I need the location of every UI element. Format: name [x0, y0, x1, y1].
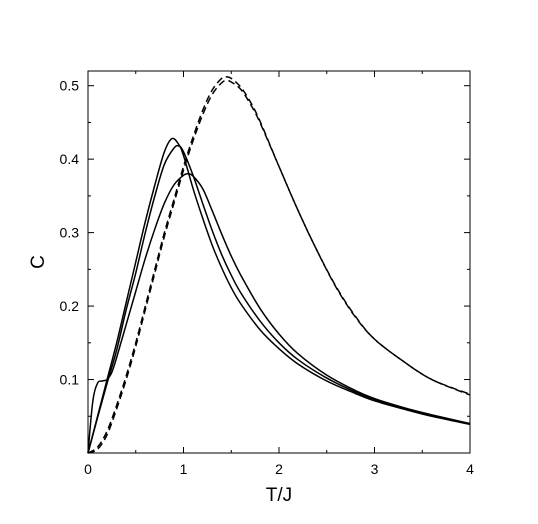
y-axis-title: C [28, 255, 49, 269]
series-line-3-solid [87, 173, 471, 454]
x-tick-label: 0 [84, 461, 92, 477]
axis-ticks [87, 71, 471, 453]
series-line-5-dashed [87, 76, 471, 454]
y-tick-labels: 0.1 0.2 0.3 0.4 0.5 [60, 78, 80, 388]
y-tick-label: 0.5 [60, 78, 80, 94]
series-line-2-solid [87, 144, 471, 454]
x-tick-label: 1 [180, 461, 188, 477]
x-tick-label: 2 [275, 461, 283, 477]
x-axis-title: T/J [266, 485, 292, 506]
x-tick-labels: 0 1 2 3 4 [84, 461, 474, 477]
series-line-4-dashed [87, 79, 471, 454]
y-tick-label: 0.4 [60, 151, 80, 167]
y-tick-label: 0.1 [60, 372, 80, 388]
series-lines [87, 76, 471, 454]
y-tick-label: 0.2 [60, 298, 80, 314]
plot-frame [87, 70, 471, 454]
x-tick-label: 4 [466, 461, 474, 477]
x-tick-label: 3 [371, 461, 379, 477]
series-line-1-solid [87, 137, 471, 454]
y-tick-label: 0.3 [60, 225, 80, 241]
